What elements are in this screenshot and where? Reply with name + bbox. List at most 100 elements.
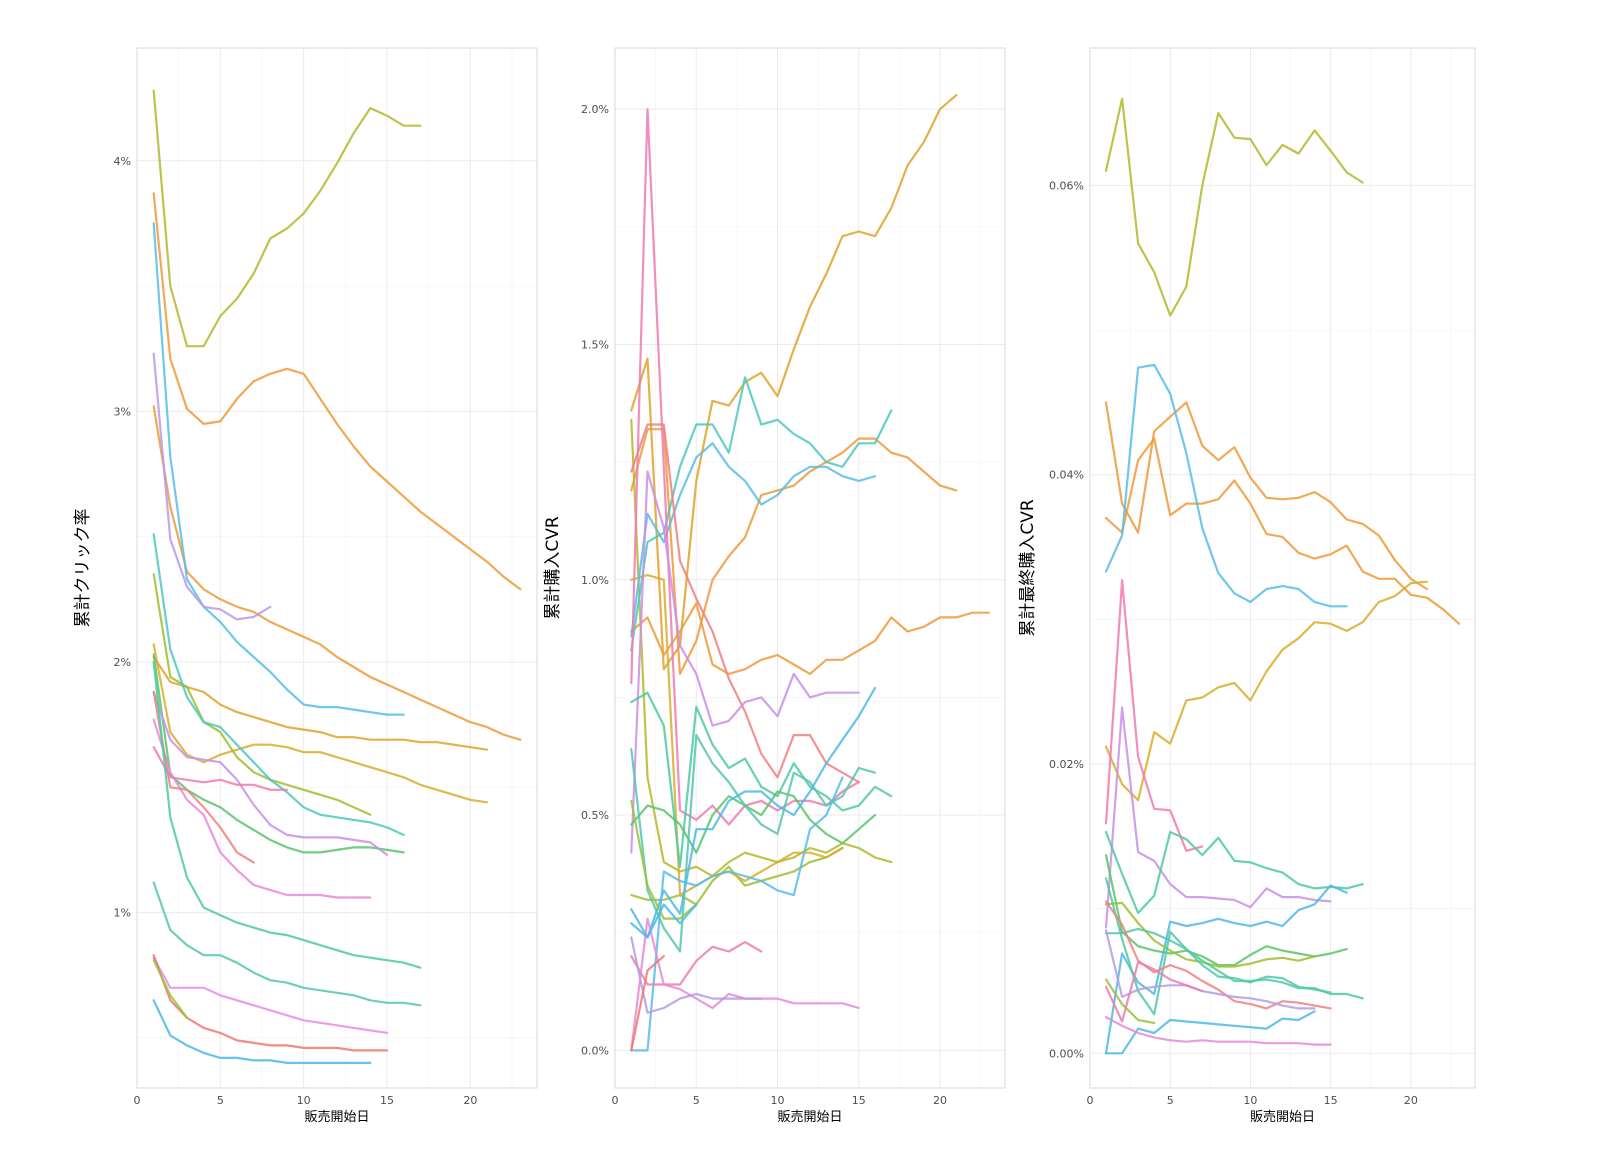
series-line-s13 <box>1104 877 1364 1016</box>
y-tick-label: 2.0% <box>581 103 609 116</box>
x-tick-label: 5 <box>1167 1094 1174 1107</box>
x-tick-label: 10 <box>297 1094 311 1107</box>
series-line-s9 <box>152 533 405 837</box>
y-axis-label: 累計クリック率 <box>73 509 93 628</box>
series-line-s20 <box>152 999 372 1065</box>
series-line-s17 <box>630 940 763 986</box>
panel-border <box>614 47 1006 1089</box>
series-line-s9 <box>1104 884 1348 1055</box>
x-tick-label: 15 <box>380 1094 394 1107</box>
series-line-s13 <box>630 790 877 854</box>
y-tick-label: 3% <box>114 405 131 418</box>
series-line-s22 <box>630 955 665 1052</box>
x-tick-label: 0 <box>1087 1094 1094 1107</box>
series-line-s8 <box>630 442 877 638</box>
series-line-s19 <box>1104 1015 1332 1046</box>
series-line-s20 <box>630 799 698 920</box>
series-line-s10 <box>1104 853 1348 967</box>
series-line-s18 <box>630 917 860 1052</box>
x-tick-label: 20 <box>463 1094 477 1107</box>
panel-border <box>136 47 538 1089</box>
y-tick-label: 0.04% <box>1049 469 1084 482</box>
x-axis-label: 販売開始日 <box>1250 1109 1315 1125</box>
x-tick-label: 5 <box>217 1094 224 1107</box>
series-line-s19 <box>152 959 189 1019</box>
y-tick-label: 0.06% <box>1049 179 1084 192</box>
series-group <box>1104 97 1461 1055</box>
series-line-s12 <box>152 718 372 899</box>
series-line-s16 <box>630 776 844 1052</box>
x-axis-label: 販売開始日 <box>777 1109 842 1125</box>
series-line-s2 <box>152 405 522 741</box>
series-line-s15 <box>1104 929 1316 1010</box>
y-tick-label: 4% <box>114 155 131 168</box>
y-tick-label: 0.5% <box>581 809 609 822</box>
series-line-s4 <box>152 222 405 716</box>
series-line-s8 <box>152 573 372 816</box>
series-line-s10 <box>152 653 405 854</box>
x-tick-label: 20 <box>1404 1094 1418 1107</box>
series-line-s21 <box>630 903 698 939</box>
series-line-s18 <box>1104 1010 1316 1055</box>
series-line-s4 <box>630 418 893 878</box>
panel-final-purchase-cvr: 0 5 10 15 20 0.00% 0.02% 0.04% 0.06% 販売開始日 累計最終購入C… <box>1018 47 1476 1125</box>
y-tick-label: 0.00% <box>1049 1047 1084 1060</box>
x-axis-label: 販売開始日 <box>304 1109 369 1125</box>
series-line-s7 <box>152 655 489 751</box>
series-line-s1 <box>152 89 422 348</box>
series-line-s16 <box>152 881 422 1007</box>
series-line-s13 <box>152 690 255 864</box>
series-line-s16 <box>1104 961 1204 1023</box>
series-line-s5 <box>1104 363 1348 608</box>
series-line-s1 <box>630 93 958 671</box>
x-tick-label: 20 <box>933 1094 947 1107</box>
y-axis-label: 累計購入CVR <box>543 516 563 619</box>
y-tick-label: 1% <box>114 907 131 920</box>
x-tick-label: 10 <box>771 1094 785 1107</box>
y-axis-label: 累計最終購入CVR <box>1018 499 1038 636</box>
series-line-s11 <box>630 470 860 854</box>
series-line-s17 <box>152 956 389 1035</box>
series-line-s2 <box>630 428 958 676</box>
series-line-s1 <box>1104 97 1364 317</box>
series-line-s19 <box>630 936 763 1014</box>
series-line-s17 <box>1104 978 1156 1025</box>
series-line-s7 <box>1104 706 1332 929</box>
x-tick-label: 15 <box>1324 1094 1338 1107</box>
panel-click-rate: 0 5 10 15 20 1% 2% 3% 4% 販売開始日 累計クリック率 <box>73 47 538 1125</box>
series-line-s2 <box>1104 401 1429 591</box>
series-line-s14 <box>630 733 877 953</box>
series-line-s12 <box>1104 927 1332 994</box>
x-tick-label: 5 <box>693 1094 700 1107</box>
x-tick-label: 0 <box>134 1094 141 1107</box>
series-line-s10 <box>630 423 860 784</box>
series-line-s11 <box>1104 901 1316 968</box>
series-line-s14 <box>152 746 289 791</box>
series-line-s4 <box>1104 580 1429 802</box>
y-tick-label: 1.5% <box>581 338 609 351</box>
series-line-s3 <box>630 602 990 676</box>
x-tick-label: 0 <box>612 1094 619 1107</box>
y-tick-label: 0.02% <box>1049 758 1084 771</box>
y-tick-label: 2% <box>114 656 131 669</box>
series-line-s18 <box>152 954 389 1052</box>
grid-lines <box>136 48 537 1088</box>
y-tick-label: 0.0% <box>581 1044 609 1057</box>
series-line-s6 <box>1104 579 1204 852</box>
x-tick-label: 10 <box>1243 1094 1257 1107</box>
series-group <box>152 89 522 1065</box>
y-tick-label: 1.0% <box>581 574 609 587</box>
panel-border <box>1089 47 1476 1089</box>
series-line-s11 <box>152 690 389 857</box>
series-line-s15 <box>152 660 422 969</box>
series-line-s15 <box>630 686 877 939</box>
panel-purchase-cvr: 0 5 10 15 20 0.0% 0.5% 1.0% 1.5% 2.0% 販売開始日 累計購入CVR <box>543 47 1006 1125</box>
series-line-s3 <box>1104 437 1461 625</box>
series-line-s7 <box>630 376 893 652</box>
series-group <box>630 93 990 1052</box>
series-line-s3 <box>152 192 522 591</box>
series-line-s6 <box>630 573 844 897</box>
x-tick-label: 15 <box>852 1094 866 1107</box>
series-line-s8 <box>1104 830 1364 915</box>
